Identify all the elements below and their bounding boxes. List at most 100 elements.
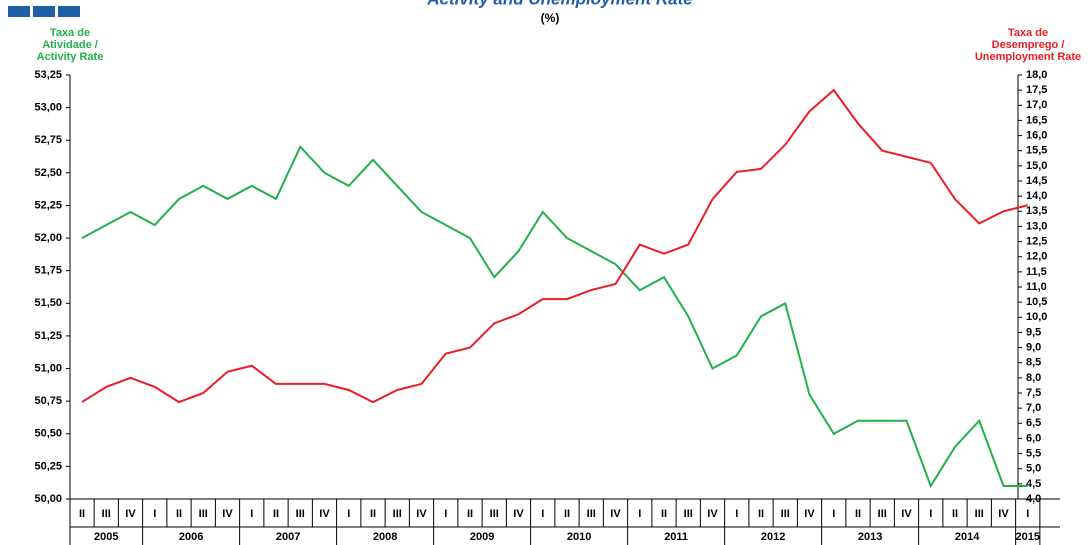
y-tick-label: 50,75 bbox=[34, 395, 62, 407]
x-tick-label: I bbox=[735, 508, 738, 520]
y2-tick-label: 5,5 bbox=[1026, 447, 1041, 459]
y2-tick-label: 13,0 bbox=[1026, 220, 1047, 232]
x-group-label: 2008 bbox=[373, 531, 397, 543]
x-tick-label: I bbox=[1026, 508, 1029, 520]
y2-tick-label: 9,5 bbox=[1026, 326, 1041, 338]
y2-tick-label: 15,0 bbox=[1026, 160, 1047, 172]
y2-tick-label: 14,0 bbox=[1026, 190, 1047, 202]
y-tick-label: 53,25 bbox=[34, 69, 62, 81]
x-tick-label: I bbox=[250, 508, 253, 520]
x-tick-label: III bbox=[684, 508, 693, 520]
x-tick-label: III bbox=[490, 508, 499, 520]
y2-axis-label: Taxa de bbox=[1008, 27, 1048, 39]
x-group-label: 2014 bbox=[955, 531, 980, 543]
y2-tick-label: 13,5 bbox=[1026, 205, 1047, 217]
x-tick-label: IV bbox=[707, 508, 718, 520]
logo-block bbox=[8, 6, 30, 17]
y2-tick-label: 12,0 bbox=[1026, 251, 1047, 263]
x-tick-label: I bbox=[444, 508, 447, 520]
x-group-label: 2009 bbox=[470, 531, 494, 543]
y-tick-label: 50,25 bbox=[34, 460, 62, 472]
y2-axis-label: Desemprego / bbox=[992, 39, 1065, 51]
chart-subtitle: (%) bbox=[541, 11, 560, 25]
y2-tick-label: 7,5 bbox=[1026, 387, 1041, 399]
y2-tick-label: 8,5 bbox=[1026, 357, 1041, 369]
y-axis-label: Activity Rate bbox=[37, 51, 104, 63]
x-tick-label: IV bbox=[610, 508, 621, 520]
x-tick-label: IV bbox=[319, 508, 330, 520]
x-tick-label: II bbox=[855, 508, 861, 520]
y2-tick-label: 16,5 bbox=[1026, 114, 1047, 126]
y2-tick-label: 6,0 bbox=[1026, 432, 1041, 444]
y-tick-label: 50,00 bbox=[34, 493, 62, 505]
series-line bbox=[81, 144, 1028, 489]
chart-title: Activity and Unemployment Rate bbox=[426, 0, 692, 8]
x-tick-label: I bbox=[832, 508, 835, 520]
x-group-label: 2005 bbox=[94, 531, 118, 543]
x-tick-label: II bbox=[467, 508, 473, 520]
x-group-label: 2015 bbox=[1016, 531, 1040, 543]
x-tick-label: II bbox=[952, 508, 958, 520]
y2-tick-label: 10,5 bbox=[1026, 296, 1047, 308]
x-tick-label: III bbox=[587, 508, 596, 520]
y-tick-label: 50,50 bbox=[34, 428, 62, 440]
x-tick-label: III bbox=[393, 508, 402, 520]
x-tick-label: II bbox=[758, 508, 764, 520]
y2-tick-label: 10,0 bbox=[1026, 311, 1047, 323]
y2-tick-label: 5,0 bbox=[1026, 463, 1041, 475]
y2-tick-label: 15,5 bbox=[1026, 145, 1047, 157]
x-tick-label: II bbox=[273, 508, 279, 520]
y-tick-label: 51,50 bbox=[34, 297, 62, 309]
x-tick-label: IV bbox=[998, 508, 1009, 520]
y2-tick-label: 9,0 bbox=[1026, 341, 1041, 353]
x-tick-label: II bbox=[661, 508, 667, 520]
y-tick-label: 52,00 bbox=[34, 232, 62, 244]
logo-block bbox=[58, 6, 80, 17]
y-tick-label: 52,75 bbox=[34, 134, 62, 146]
y2-tick-label: 18,0 bbox=[1026, 69, 1047, 81]
y-tick-label: 51,25 bbox=[34, 330, 62, 342]
y2-tick-label: 14,5 bbox=[1026, 175, 1047, 187]
y-tick-label: 52,50 bbox=[34, 167, 62, 179]
x-group-label: 2013 bbox=[858, 531, 882, 543]
x-tick-label: I bbox=[347, 508, 350, 520]
y2-tick-label: 17,5 bbox=[1026, 84, 1047, 96]
logo-block bbox=[33, 6, 55, 17]
y-tick-label: 52,25 bbox=[34, 199, 62, 211]
x-tick-label: IV bbox=[513, 508, 524, 520]
y2-tick-label: 17,0 bbox=[1026, 99, 1047, 111]
x-group-label: 2012 bbox=[761, 531, 785, 543]
x-group-label: 2007 bbox=[276, 531, 300, 543]
y-tick-label: 51,75 bbox=[34, 265, 62, 277]
y2-tick-label: 8,0 bbox=[1026, 372, 1041, 384]
y-tick-label: 51,00 bbox=[34, 362, 62, 374]
x-tick-label: IV bbox=[416, 508, 427, 520]
y2-tick-label: 4,0 bbox=[1026, 493, 1041, 505]
y2-tick-label: 6,5 bbox=[1026, 417, 1041, 429]
x-tick-label: IV bbox=[222, 508, 233, 520]
x-tick-label: IV bbox=[901, 508, 912, 520]
x-tick-label: III bbox=[296, 508, 305, 520]
y2-tick-label: 11,0 bbox=[1026, 281, 1047, 293]
x-group-label: 2011 bbox=[664, 531, 688, 543]
y2-tick-label: 16,0 bbox=[1026, 129, 1047, 141]
y2-tick-label: 7,0 bbox=[1026, 402, 1041, 414]
series-line bbox=[81, 88, 1028, 404]
x-group-label: 2010 bbox=[567, 531, 591, 543]
y2-tick-label: 4,5 bbox=[1026, 478, 1041, 490]
y2-tick-label: 11,5 bbox=[1026, 266, 1047, 278]
x-tick-label: I bbox=[929, 508, 932, 520]
x-tick-label: III bbox=[975, 508, 984, 520]
y-axis-label: Taxa de bbox=[50, 27, 90, 39]
x-tick-label: II bbox=[176, 508, 182, 520]
x-tick-label: III bbox=[199, 508, 208, 520]
x-group-label: 2006 bbox=[179, 531, 203, 543]
y2-axis-label: Unemployment Rate bbox=[975, 51, 1081, 63]
x-tick-label: II bbox=[564, 508, 570, 520]
x-tick-label: III bbox=[878, 508, 887, 520]
x-tick-label: III bbox=[102, 508, 111, 520]
x-tick-label: II bbox=[79, 508, 85, 520]
x-tick-label: I bbox=[153, 508, 156, 520]
y2-tick-label: 12,5 bbox=[1026, 235, 1047, 247]
